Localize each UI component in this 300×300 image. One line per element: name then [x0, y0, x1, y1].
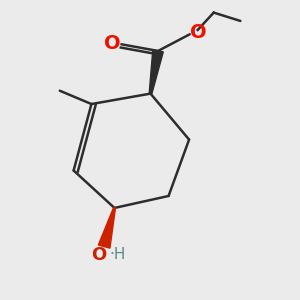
- Polygon shape: [149, 50, 163, 94]
- Text: O: O: [104, 34, 120, 53]
- Polygon shape: [98, 208, 116, 248]
- Text: O: O: [190, 23, 206, 42]
- Text: O: O: [92, 246, 107, 264]
- Text: ·H: ·H: [109, 248, 126, 262]
